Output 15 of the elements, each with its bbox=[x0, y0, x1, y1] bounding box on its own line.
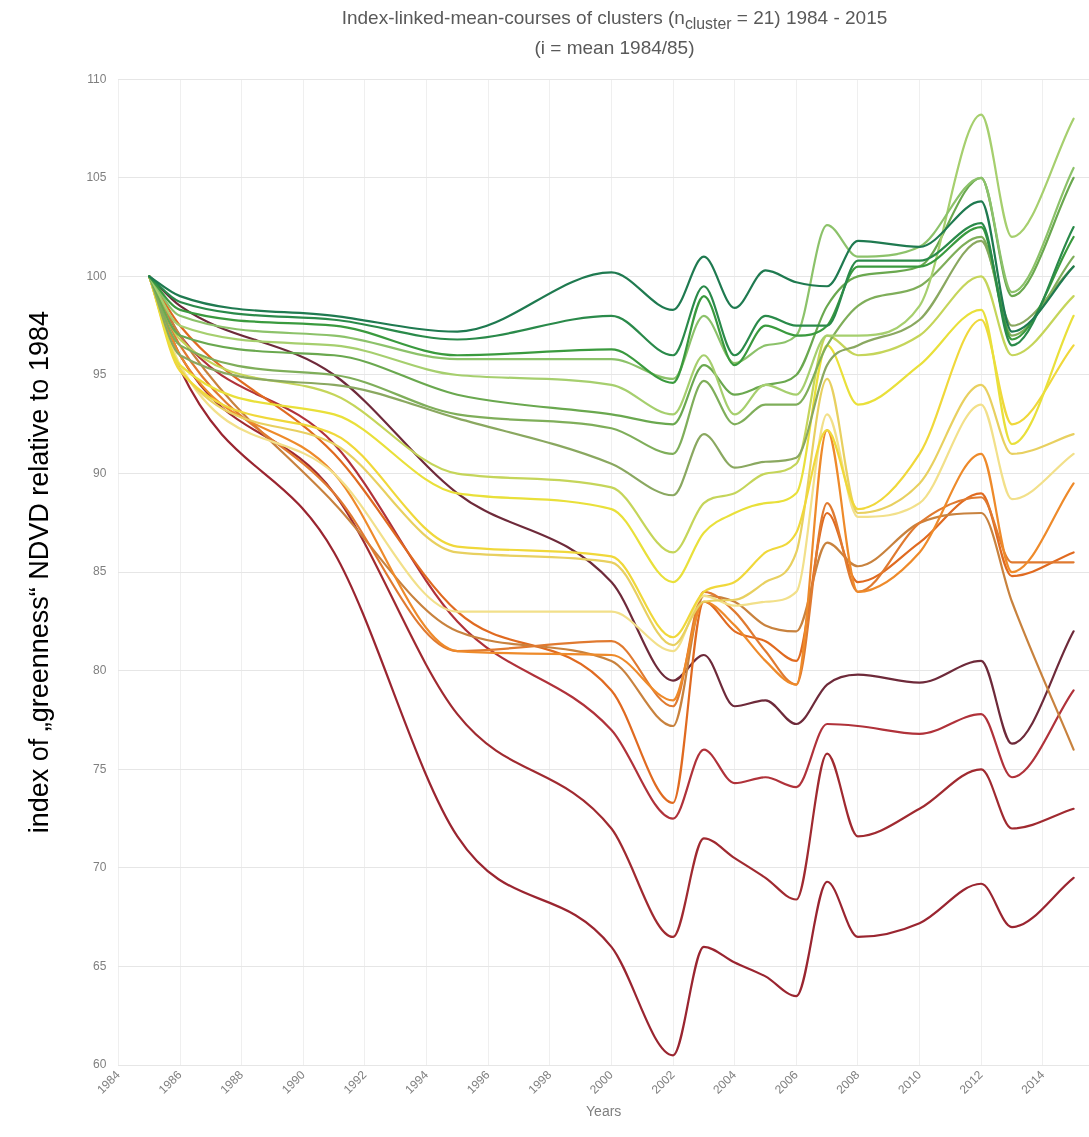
y-tick-label: 105 bbox=[86, 169, 107, 184]
y-tick-label: 95 bbox=[93, 367, 107, 382]
y-tick-label: 60 bbox=[93, 1057, 107, 1072]
y-axis-title: index of „greenness“ NDVD relative to 1984 bbox=[23, 310, 54, 834]
x-axis-title: Years bbox=[586, 1103, 622, 1120]
y-tick-label: 85 bbox=[93, 564, 107, 579]
y-tick-label: 80 bbox=[93, 662, 107, 677]
chart-subtitle: (i = mean 1984/85) bbox=[534, 35, 695, 60]
y-tick-label: 70 bbox=[93, 860, 107, 875]
y-tick-label: 75 bbox=[93, 761, 107, 776]
chart-title: Index-linked-mean-courses of clusters (n$_{cluster}$ = 21) 1984 - 2015 bbox=[341, 6, 888, 34]
y-tick-label: 90 bbox=[93, 465, 107, 480]
y-tick-label: 100 bbox=[86, 268, 107, 283]
y-tick-label: 65 bbox=[93, 958, 107, 973]
y-tick-label: 110 bbox=[87, 71, 107, 86]
